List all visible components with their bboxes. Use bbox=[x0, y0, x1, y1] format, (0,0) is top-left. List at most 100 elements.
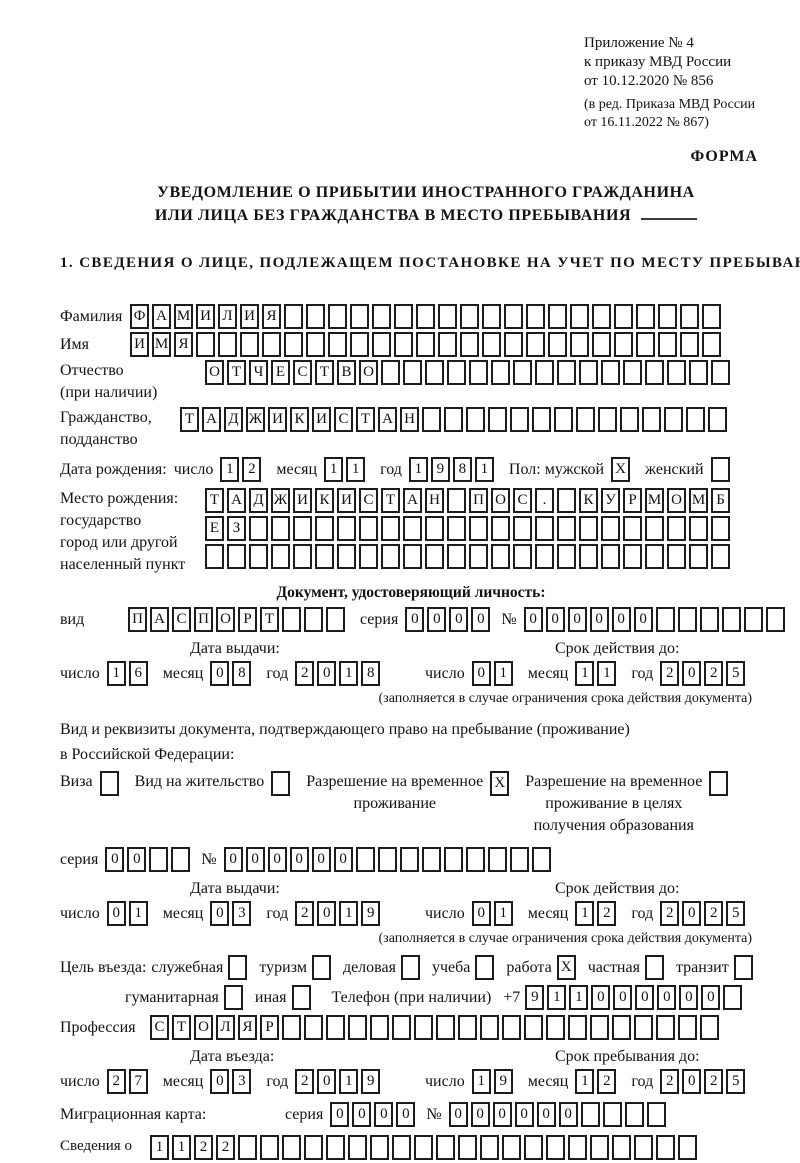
form-cell[interactable]: 2 bbox=[660, 661, 680, 686]
form-cell[interactable]: 1 bbox=[346, 457, 366, 482]
form-cell[interactable]: Н bbox=[425, 488, 444, 513]
form-cell[interactable]: И bbox=[240, 304, 259, 329]
form-cell[interactable] bbox=[535, 516, 554, 541]
form-cell[interactable]: 1 bbox=[172, 1135, 191, 1160]
form-cell[interactable] bbox=[623, 360, 642, 385]
form-cell[interactable]: Я bbox=[262, 304, 281, 329]
form-cell[interactable]: А bbox=[403, 488, 422, 513]
form-cell[interactable] bbox=[306, 304, 325, 329]
form-cell[interactable] bbox=[394, 332, 413, 357]
form-cell[interactable] bbox=[592, 332, 611, 357]
form-cell[interactable]: В bbox=[337, 360, 356, 385]
form-cell[interactable] bbox=[700, 1015, 719, 1040]
form-cell[interactable] bbox=[711, 516, 730, 541]
form-cell[interactable] bbox=[482, 304, 501, 329]
form-cell[interactable] bbox=[602, 1102, 622, 1127]
form-cell[interactable] bbox=[667, 516, 686, 541]
form-cell[interactable]: 0 bbox=[514, 1102, 534, 1127]
form-cell[interactable] bbox=[524, 1135, 543, 1160]
purpose-work-checkbox[interactable]: X bbox=[556, 955, 579, 980]
form-cell[interactable] bbox=[570, 304, 589, 329]
form-cell[interactable] bbox=[580, 1102, 600, 1127]
form-cell[interactable]: Л bbox=[216, 1015, 235, 1040]
form-cell[interactable]: Т bbox=[315, 360, 334, 385]
form-cell[interactable] bbox=[458, 1135, 477, 1160]
form-cell[interactable]: 0 bbox=[317, 901, 337, 926]
form-cell[interactable]: Е bbox=[271, 360, 290, 385]
form-cell[interactable]: X bbox=[556, 955, 576, 980]
form-cell[interactable] bbox=[655, 607, 675, 632]
form-cell[interactable] bbox=[218, 332, 237, 357]
form-cell[interactable]: 2 bbox=[660, 1069, 680, 1094]
purpose-tourism-checkbox[interactable] bbox=[311, 955, 334, 980]
form-cell[interactable]: 0 bbox=[682, 901, 702, 926]
form-cell[interactable]: 9 bbox=[493, 1069, 513, 1094]
form-cell[interactable]: 7 bbox=[128, 1069, 148, 1094]
form-cell[interactable] bbox=[315, 544, 334, 569]
form-cell[interactable] bbox=[557, 360, 576, 385]
form-cell[interactable] bbox=[282, 1015, 301, 1040]
purpose-transit-checkbox[interactable] bbox=[733, 955, 756, 980]
form-cell[interactable]: М bbox=[689, 488, 708, 513]
form-cell[interactable] bbox=[328, 332, 347, 357]
form-cell[interactable] bbox=[282, 607, 301, 632]
form-cell[interactable] bbox=[513, 544, 532, 569]
form-cell[interactable] bbox=[677, 607, 697, 632]
form-cell[interactable]: 0 bbox=[405, 607, 425, 632]
form-cell[interactable] bbox=[482, 332, 501, 357]
form-cell[interactable] bbox=[733, 955, 753, 980]
form-cell[interactable]: 0 bbox=[682, 1069, 702, 1094]
form-cell[interactable]: 0 bbox=[635, 985, 655, 1010]
form-cell[interactable] bbox=[646, 1102, 666, 1127]
form-cell[interactable]: 0 bbox=[210, 1069, 230, 1094]
form-cell[interactable]: 5 bbox=[726, 901, 746, 926]
form-cell[interactable] bbox=[557, 544, 576, 569]
form-cell[interactable]: 0 bbox=[396, 1102, 416, 1127]
form-cell[interactable] bbox=[664, 407, 683, 432]
form-cell[interactable]: 2 bbox=[295, 1069, 315, 1094]
form-cell[interactable]: 0 bbox=[567, 607, 587, 632]
form-cell[interactable]: У bbox=[601, 488, 620, 513]
form-cell[interactable]: 1 bbox=[575, 901, 595, 926]
form-cell[interactable] bbox=[509, 847, 529, 872]
form-cell[interactable]: 0 bbox=[470, 1102, 490, 1127]
form-cell[interactable] bbox=[466, 407, 485, 432]
form-cell[interactable] bbox=[702, 332, 721, 357]
form-cell[interactable] bbox=[315, 516, 334, 541]
form-cell[interactable]: И bbox=[196, 304, 215, 329]
form-cell[interactable]: 5 bbox=[726, 661, 746, 686]
form-cell[interactable] bbox=[403, 360, 422, 385]
form-cell[interactable] bbox=[293, 516, 312, 541]
form-cell[interactable] bbox=[348, 1135, 367, 1160]
form-cell[interactable] bbox=[721, 607, 741, 632]
visa-checkbox[interactable] bbox=[99, 771, 122, 796]
form-cell[interactable]: Я bbox=[238, 1015, 257, 1040]
form-cell[interactable] bbox=[546, 1135, 565, 1160]
form-cell[interactable] bbox=[658, 304, 677, 329]
form-cell[interactable] bbox=[381, 544, 400, 569]
form-cell[interactable]: 1 bbox=[339, 661, 359, 686]
form-cell[interactable]: К bbox=[290, 407, 309, 432]
form-cell[interactable]: 0 bbox=[374, 1102, 394, 1127]
form-cell[interactable] bbox=[475, 955, 495, 980]
form-cell[interactable] bbox=[570, 332, 589, 357]
form-cell[interactable]: С bbox=[513, 488, 532, 513]
form-cell[interactable] bbox=[348, 1015, 367, 1040]
form-cell[interactable]: Б bbox=[711, 488, 730, 513]
form-cell[interactable] bbox=[548, 332, 567, 357]
form-cell[interactable]: 1 bbox=[575, 661, 595, 686]
form-cell[interactable]: 3 bbox=[232, 901, 252, 926]
form-cell[interactable]: Я bbox=[174, 332, 193, 357]
form-cell[interactable]: А bbox=[378, 407, 397, 432]
form-cell[interactable] bbox=[443, 847, 463, 872]
purpose-other-checkbox[interactable] bbox=[291, 985, 314, 1010]
form-cell[interactable] bbox=[623, 516, 642, 541]
form-cell[interactable]: 0 bbox=[267, 847, 287, 872]
form-cell[interactable]: 2 bbox=[216, 1135, 235, 1160]
form-cell[interactable]: И bbox=[337, 488, 356, 513]
purpose-official-checkbox[interactable] bbox=[228, 955, 250, 980]
form-cell[interactable] bbox=[513, 360, 532, 385]
form-cell[interactable]: И bbox=[130, 332, 149, 357]
form-cell[interactable] bbox=[355, 847, 375, 872]
form-cell[interactable]: Т bbox=[227, 360, 246, 385]
